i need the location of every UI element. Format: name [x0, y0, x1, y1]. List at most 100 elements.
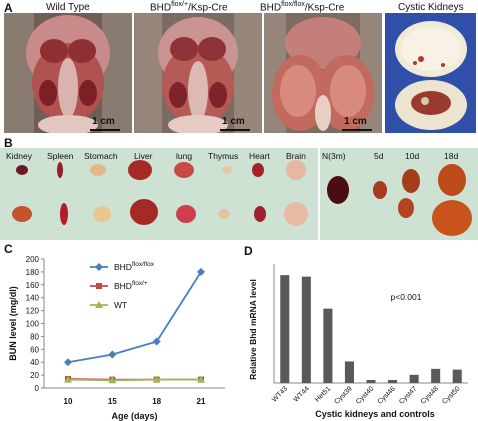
y-tick-label: 120 — [26, 307, 40, 316]
bar — [366, 380, 376, 383]
x-tick-label: 21 — [197, 397, 206, 406]
hom-title: BHDflox/flox/Ksp-Cre — [260, 1, 344, 13]
timepoint-label-18d: 18d — [444, 151, 459, 161]
bar — [431, 368, 441, 383]
bar — [388, 380, 398, 383]
het-title-gene: BHD — [150, 2, 172, 14]
hom-title-gene: BHD — [260, 2, 282, 14]
organ-label-heart: Heart — [249, 151, 270, 161]
data-point — [64, 358, 72, 367]
x-tick-label: Cyst50 — [441, 385, 461, 405]
organs-image — [0, 148, 318, 240]
y-tick-label: 60 — [30, 345, 39, 354]
legend-label-superscript: flox/flox — [132, 261, 155, 268]
scalebar-label: 1 cm — [92, 116, 115, 127]
x-tick-label: Cyst48 — [420, 385, 440, 405]
cystic-kidneys-title: Cystic Kidneys — [398, 2, 464, 13]
organ-label-lung: lung — [176, 151, 193, 161]
wild-type-photo: 1 cm — [4, 13, 132, 133]
scalebar-line — [90, 129, 120, 131]
wild-type-dissection-image — [4, 13, 132, 133]
y-tick-label: 40 — [30, 358, 39, 367]
cystic-kidneys-image — [385, 13, 476, 133]
x-axis-title: Cystic kidneys and controls — [315, 409, 435, 419]
hom-dissection-image — [264, 13, 382, 133]
scalebar-line — [342, 129, 372, 131]
het-photo: 1 cm — [134, 13, 262, 133]
legend-swatch-marker — [95, 301, 103, 308]
legend-swatch-marker — [96, 283, 102, 289]
data-point — [152, 337, 161, 346]
data-point — [64, 375, 72, 383]
legend-label: BHDflox/+ — [114, 280, 148, 291]
organ-label-liver: Liver — [134, 151, 153, 161]
y-axis-title: BUN level (mg/dl) — [8, 286, 18, 361]
panel-c-letter: C — [4, 242, 13, 256]
y-tick-label: 0 — [35, 384, 40, 393]
bar — [280, 275, 290, 383]
het-title-cre: /Ksp-Cre — [188, 2, 228, 14]
organ-label-spleen: Spleen — [47, 151, 74, 161]
series-line — [67, 378, 201, 382]
bun-line-chart: 0 20 40 60 80 100 120 140 160 180 200 10 15 18 21 Age (… — [8, 255, 225, 421]
scalebar-label: 1 cm — [344, 116, 367, 127]
x-tick-label: WT44 — [293, 385, 311, 403]
x-tick-label: 10 — [64, 397, 73, 406]
y-tick-label: 100 — [26, 320, 40, 329]
panel-d-letter: D — [244, 244, 253, 258]
hom-title-allele: flox/flox — [281, 1, 305, 8]
panel-a-letter: A — [4, 1, 13, 15]
data-point — [152, 375, 161, 383]
data-point — [108, 376, 117, 384]
x-tick-label: 15 — [108, 397, 117, 406]
y-tick-label: 200 — [26, 255, 40, 264]
legend-swatch-marker — [95, 263, 103, 271]
hom-title-cre: /Ksp-Cre — [304, 2, 345, 14]
series-line — [67, 271, 202, 364]
bar — [452, 369, 462, 383]
x-tick-label: Cyst39 — [333, 385, 353, 405]
x-tick-label: Cyst47 — [398, 385, 418, 405]
het-title-allele: flox/+ — [171, 1, 189, 8]
x-tick-label: Cyst40 — [355, 385, 375, 405]
wild-type-title: Wild Type — [46, 2, 90, 13]
organ-label-thymus: Thymus — [208, 151, 239, 161]
timepoint-label-5d: 5d — [374, 151, 384, 161]
y-tick-label: 20 — [30, 371, 39, 380]
bar — [344, 361, 354, 383]
hom-photo: 1 cm — [264, 13, 382, 133]
kidney-timecourse-image — [320, 148, 478, 240]
cystic-kidneys-photo — [385, 13, 476, 133]
bar — [409, 374, 419, 383]
legend-label: WT — [114, 300, 127, 310]
data-point — [197, 267, 205, 276]
legend-label-superscript: flox/+ — [132, 280, 148, 287]
organs-photo — [0, 148, 318, 240]
x-tick-label: WT43 — [271, 385, 289, 403]
data-point — [197, 375, 205, 383]
scalebar-label: 1 cm — [222, 116, 245, 127]
data-point — [108, 350, 117, 359]
timepoint-label-10d: 10d — [405, 151, 420, 161]
bhd-mrna-bar-chart: WT43 WT44 Het51 Cyst39 Cyst40 Cyst46 Cyst47 Cys… — [248, 264, 468, 419]
y-tick-label: 180 — [26, 268, 40, 277]
scalebar-line — [220, 129, 250, 131]
x-tick-label: Cyst46 — [377, 385, 397, 405]
organ-label-stomach: Stomach — [84, 151, 118, 161]
timepoint-label-n3m: N(3m) — [322, 151, 346, 161]
y-tick-label: 160 — [26, 281, 40, 290]
p-value-annotation: p<0.001 — [391, 292, 422, 302]
x-tick-label: 18 — [152, 397, 161, 406]
x-axis-title: Age (days) — [111, 411, 157, 421]
het-dissection-image — [134, 13, 262, 133]
organ-label-kidney: Kidney — [6, 151, 32, 161]
y-tick-label: 80 — [30, 332, 39, 341]
bar — [323, 308, 333, 383]
organ-label-brain: Brain — [286, 151, 306, 161]
y-tick-label: 140 — [26, 294, 40, 303]
het-title: BHDflox/+/Ksp-Cre — [150, 1, 228, 13]
x-tick-label: Het51 — [314, 385, 332, 403]
y-axis-title: Relative Bhd mRNA level — [248, 279, 258, 380]
bar — [301, 276, 311, 383]
legend-label: BHDflox/flox — [114, 261, 155, 272]
